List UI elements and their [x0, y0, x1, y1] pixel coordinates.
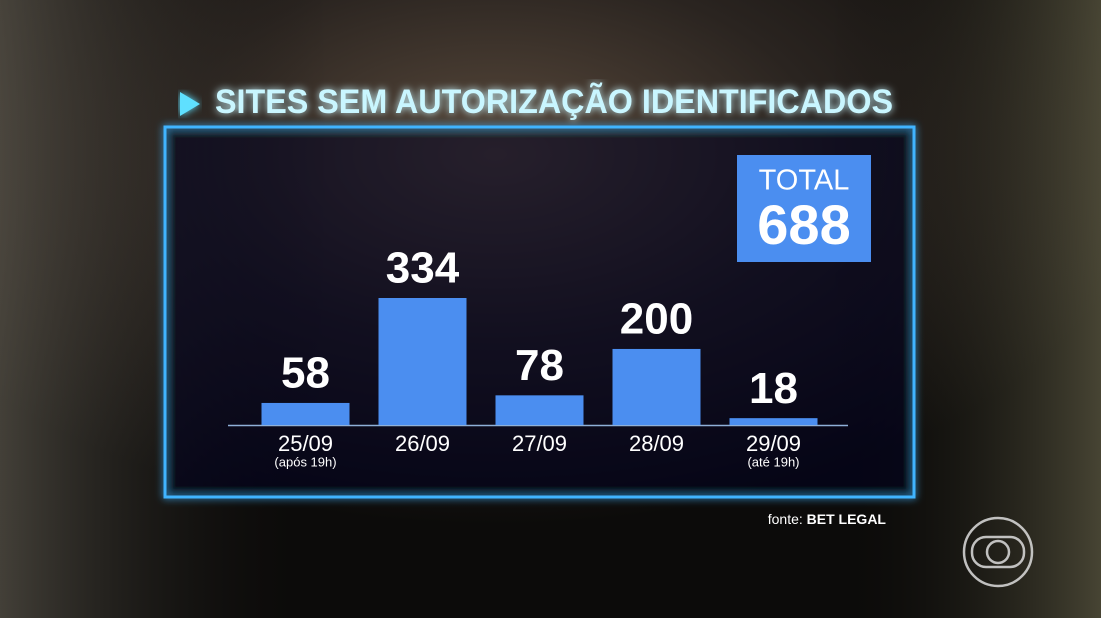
broadcaster-logo	[962, 516, 1034, 588]
x-tick-note: (até 19h)	[747, 454, 799, 469]
bar	[612, 348, 701, 425]
bar	[261, 402, 350, 425]
chart-title: SITES SEM AUTORIZAÇÃO IDENTIFICADOS	[215, 83, 893, 121]
source-label: fonte:	[768, 511, 803, 527]
x-tick-label: 26/09	[395, 431, 450, 456]
title-arrow	[180, 92, 200, 116]
value-label: 334	[386, 244, 460, 293]
x-tick-label: 25/09	[278, 431, 333, 456]
value-label: 58	[281, 349, 330, 398]
total-box	[737, 155, 871, 262]
value-label: 200	[620, 295, 693, 344]
bar	[378, 298, 467, 425]
x-tick-note: (após 19h)	[274, 454, 336, 469]
total-label: TOTAL	[759, 165, 850, 197]
x-tick-label: 27/09	[512, 431, 567, 456]
value-label: 78	[515, 341, 564, 390]
value-label: 18	[749, 364, 798, 413]
x-tick-label: 29/09	[746, 431, 801, 456]
bar	[729, 418, 818, 425]
total-value: 688	[757, 193, 850, 256]
source-name: BET LEGAL	[807, 511, 887, 527]
bar	[495, 395, 584, 425]
source: fonte: BET LEGAL	[768, 511, 887, 527]
x-tick-label: 28/09	[629, 431, 684, 456]
